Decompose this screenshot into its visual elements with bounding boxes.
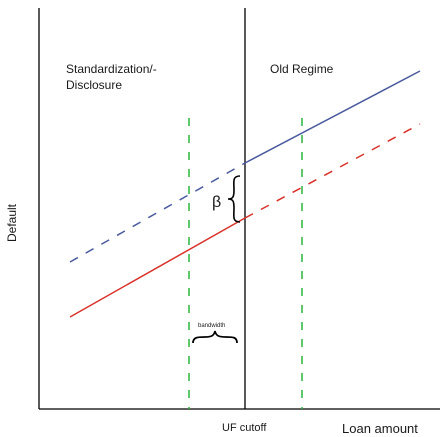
x-axis-label: Loan amount <box>342 421 418 436</box>
old-regime-dashed-segment <box>69 162 246 263</box>
bandwidth-label: bandwidth <box>198 323 225 329</box>
y-axis-label: Default <box>5 203 19 242</box>
left-region-label-line1: Standardization/- <box>66 62 157 76</box>
right-region-label: Old Regime <box>270 62 334 76</box>
beta-brace <box>227 175 241 223</box>
cutoff-label: UF cutoff <box>222 422 267 434</box>
left-region-label-line2: Disclosure <box>66 78 122 92</box>
standardization-solid-segment <box>69 217 246 318</box>
bandwidth-brace <box>192 330 238 344</box>
beta-label: β <box>212 194 221 211</box>
old-regime-solid-segment <box>244 70 421 164</box>
standardization-dashed-segment <box>244 123 421 219</box>
